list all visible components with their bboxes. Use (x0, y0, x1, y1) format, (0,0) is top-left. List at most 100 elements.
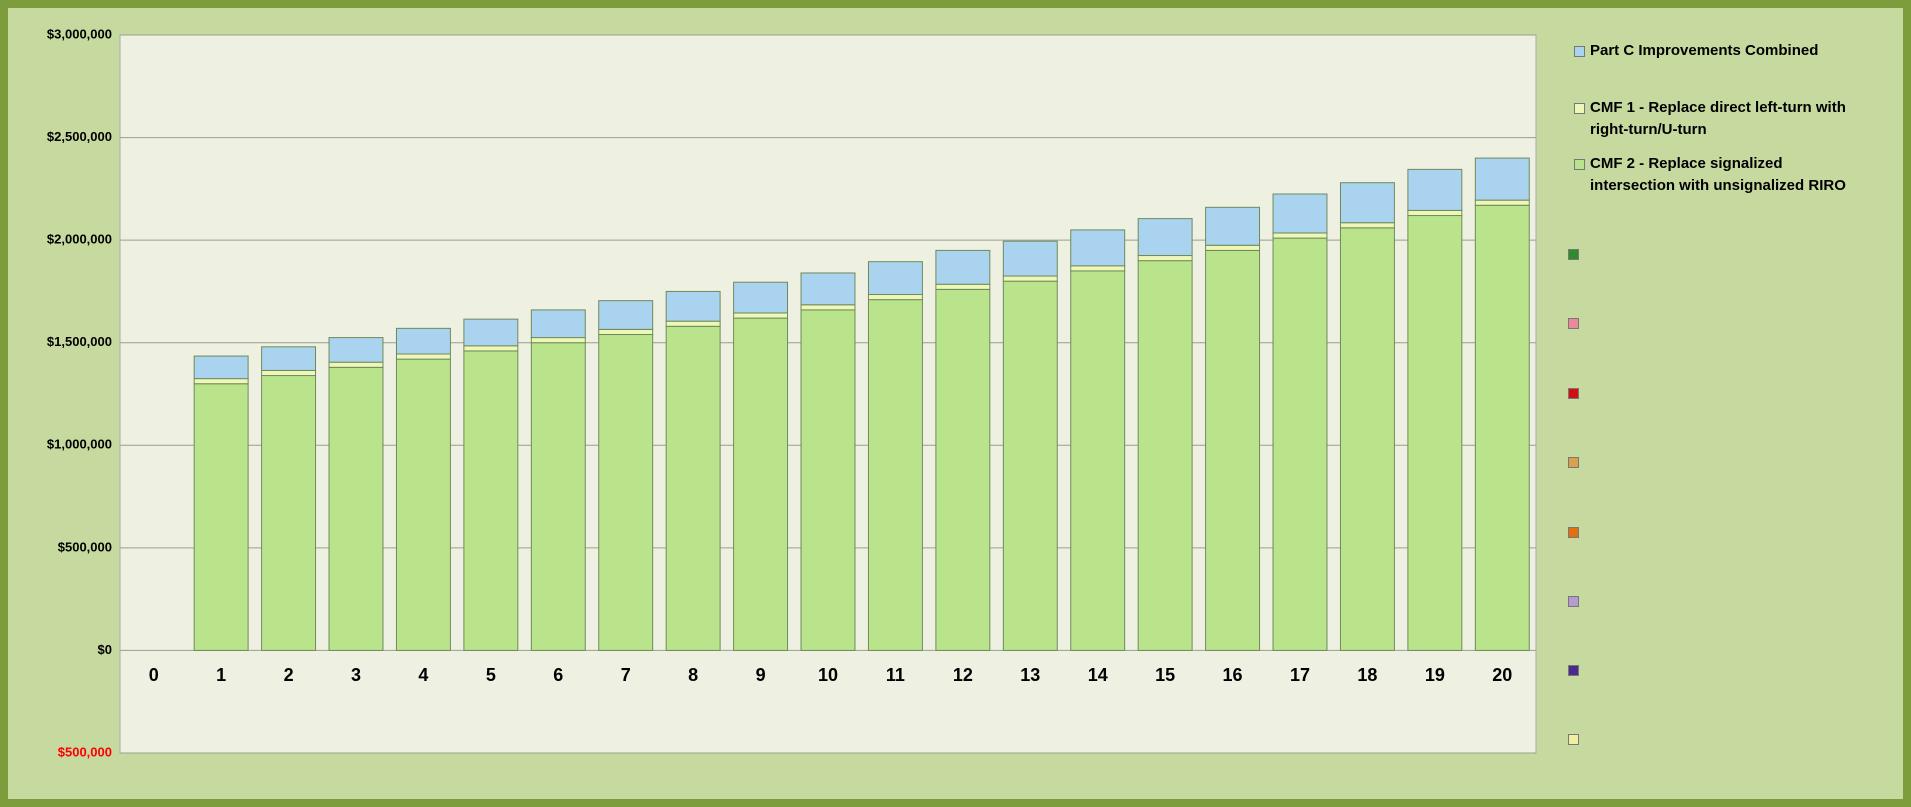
bar-segment (1339, 182, 1395, 224)
bar-segment (1002, 240, 1058, 277)
bar-segment (1002, 280, 1058, 651)
x-tick-label: 1 (216, 665, 226, 685)
bar-segment (530, 337, 586, 344)
bar-segment (598, 300, 654, 330)
bar-segment (328, 361, 384, 368)
legend-label: Part C Improvements Combined (1590, 42, 1819, 59)
bar-segment (1137, 260, 1193, 651)
x-tick-label: 4 (418, 665, 428, 685)
bar-segment (1070, 229, 1126, 267)
bar-segment (261, 369, 317, 377)
x-tick-label: 15 (1155, 665, 1175, 685)
bar-segment (598, 328, 654, 336)
y-tick-label: $0 (98, 642, 112, 657)
bar-segment (1474, 157, 1530, 201)
bar-segment (733, 312, 789, 319)
bar-segment (665, 325, 721, 651)
x-tick-label: 20 (1492, 665, 1512, 685)
legend-icon (1568, 734, 1579, 745)
bar-segment (598, 334, 654, 651)
legend-icon (1568, 527, 1579, 538)
bar-segment (1272, 193, 1328, 234)
bar-segment (395, 358, 451, 651)
bar-segment (530, 342, 586, 651)
legend-icon (1568, 249, 1579, 260)
legend-swatch (1574, 103, 1585, 114)
x-tick-label: 13 (1020, 665, 1040, 685)
x-tick-label: 12 (953, 665, 973, 685)
bar-segment (1407, 209, 1463, 217)
bar-segment (261, 346, 317, 371)
bar-segment (733, 281, 789, 314)
legend-swatch (1574, 46, 1585, 57)
bar-segment (1205, 206, 1261, 246)
bar-segment (1407, 215, 1463, 651)
legend-icon (1568, 457, 1579, 468)
bar-segment (800, 304, 856, 311)
bar-segment (193, 383, 249, 651)
legend-icon (1568, 388, 1579, 399)
bar-segment (1205, 244, 1261, 251)
bar-segment (1002, 275, 1058, 282)
bar-segment (733, 317, 789, 651)
x-tick-label: 18 (1357, 665, 1377, 685)
bar-segment (530, 309, 586, 339)
bar-segment (1272, 237, 1328, 651)
legend-swatch (1574, 159, 1585, 170)
x-tick-label: 10 (818, 665, 838, 685)
bar-segment (1339, 227, 1395, 651)
x-tick-label: 7 (621, 665, 631, 685)
x-tick-label: 11 (886, 665, 905, 685)
bar-segment (328, 337, 384, 363)
y-tick-label: $1,500,000 (47, 334, 112, 349)
bar-segment (1339, 222, 1395, 229)
bar-segment (800, 272, 856, 306)
bar-segment (1205, 249, 1261, 651)
y-tick-label: $500,000 (58, 744, 112, 759)
bar-segment (193, 355, 249, 380)
bar-segment (867, 294, 923, 301)
bar-segment (395, 353, 451, 360)
y-tick-label: $3,000,000 (47, 26, 112, 41)
x-tick-label: 2 (284, 665, 294, 685)
bar-segment (1137, 255, 1193, 262)
legend-icon (1568, 318, 1579, 329)
x-tick-label: 16 (1223, 665, 1243, 685)
legend-item: CMF 1 - Replace direct left-turn with ri… (1574, 97, 1852, 141)
bar-segment (935, 249, 991, 285)
bar-segment (867, 261, 923, 296)
bar-segment (800, 309, 856, 651)
x-tick-label: 8 (688, 665, 698, 685)
bar-segment (665, 290, 721, 322)
x-tick-label: 19 (1425, 665, 1445, 685)
bar-segment (1272, 232, 1328, 239)
x-tick-label: 0 (149, 665, 159, 685)
bar-segment (328, 366, 384, 651)
bar-segment (867, 299, 923, 651)
bar-segment (1137, 218, 1193, 257)
bar-segment (395, 327, 451, 355)
x-tick-label: 5 (486, 665, 496, 685)
bar-segment (935, 283, 991, 290)
x-tick-label: 6 (553, 665, 563, 685)
bar-segment (463, 350, 519, 651)
x-tick-label: 3 (351, 665, 361, 685)
legend-label: CMF 2 - Replace signalized intersection … (1590, 155, 1846, 194)
bar-segment (463, 345, 519, 352)
bar-segment (1474, 204, 1530, 651)
x-tick-label: 17 (1290, 665, 1310, 685)
bar-segment (1474, 199, 1530, 206)
bar-segment (463, 318, 519, 347)
bar-segment (1070, 270, 1126, 651)
y-tick-label: $1,000,000 (47, 437, 112, 452)
legend-item: CMF 2 - Replace signalized intersection … (1574, 153, 1852, 197)
bar-segment (665, 320, 721, 327)
y-tick-label: $2,500,000 (47, 129, 112, 144)
legend-icon (1568, 596, 1579, 607)
bar-segment (1070, 265, 1126, 272)
bar-segment (261, 375, 317, 651)
y-tick-label: $2,000,000 (47, 232, 112, 247)
legend-icon (1568, 665, 1579, 676)
